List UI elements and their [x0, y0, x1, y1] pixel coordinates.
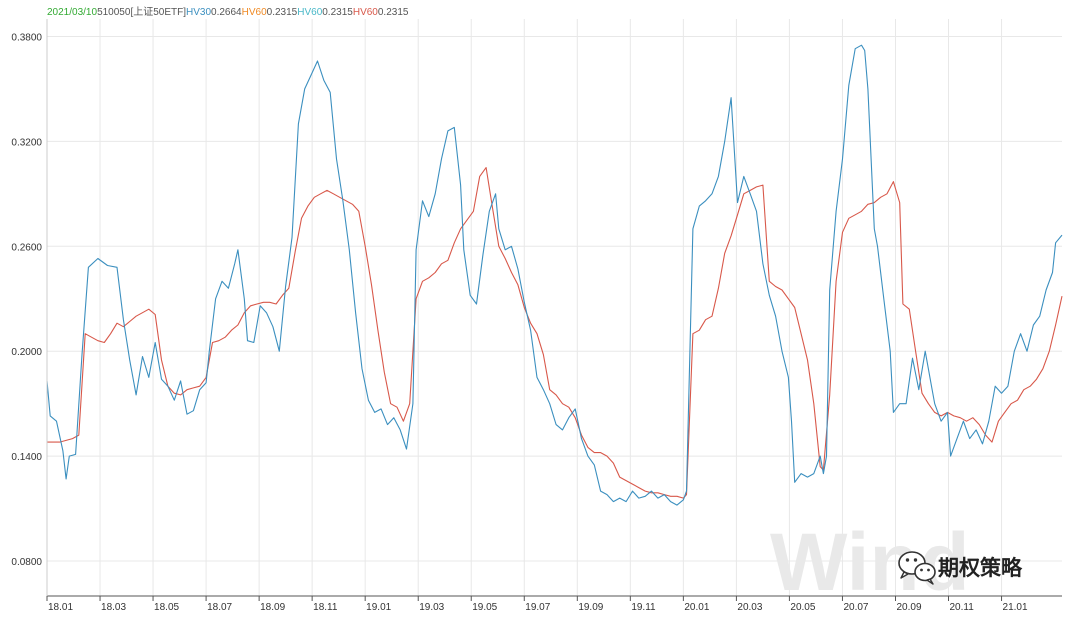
- x-tick-label: 20.03: [737, 602, 762, 613]
- x-tick-label: 18.03: [101, 602, 126, 613]
- brand-text: 期权策略: [938, 556, 1023, 580]
- legend-item-label-0: HV30: [186, 7, 211, 18]
- legend-name: [上证50ETF]: [130, 6, 186, 18]
- x-tick-label: 20.05: [790, 602, 815, 613]
- x-tick-label: 19.09: [578, 602, 603, 613]
- legend-item-value-1: 0.2315: [267, 7, 298, 18]
- x-tick-label: 18.07: [207, 602, 232, 613]
- axis-layer: [46, 19, 1062, 601]
- x-tick-label: 20.07: [843, 602, 868, 613]
- y-tick-label: 0.1400: [11, 452, 42, 463]
- series-line-hv60: [47, 167, 1063, 499]
- legend-item-label-2: HV60: [297, 7, 322, 18]
- legend-item-label-1: HV60: [242, 7, 267, 18]
- x-tick-label: 18.09: [260, 602, 285, 613]
- svg-text:2021/03/10510050[上证50ETF]HV300: 2021/03/10510050[上证50ETF]HV300.2664HV600…: [47, 6, 409, 18]
- y-tick-label: 0.2000: [11, 347, 42, 358]
- y-tick-label: 0.2600: [11, 242, 42, 253]
- legend-item-label-3: HV60: [353, 7, 378, 18]
- watermark-text: Wind: [770, 517, 970, 608]
- x-tick-label: 18.05: [154, 602, 179, 613]
- legend-item-value-3: 0.2315: [378, 7, 409, 18]
- legend-code: 510050: [97, 7, 131, 18]
- x-tick-label: 19.01: [366, 602, 391, 613]
- x-tick-label: 18.11: [313, 602, 338, 613]
- legend-item-value-2: 0.2315: [322, 7, 353, 18]
- series-line-hv30: [46, 44, 1063, 506]
- x-tick-label: 21.01: [1003, 602, 1028, 613]
- series-layer: [46, 44, 1063, 506]
- wechat-icon: [898, 551, 936, 585]
- y-tick-label: 0.0800: [11, 557, 42, 568]
- x-tick-label: 19.11: [631, 602, 656, 613]
- x-tick-label: 18.01: [48, 602, 73, 613]
- brand-badge: 期权策略: [898, 551, 1023, 585]
- x-tick-label: 20.01: [684, 602, 709, 613]
- x-tick-label: 19.05: [472, 602, 497, 613]
- x-tick-label: 19.03: [419, 602, 444, 613]
- legend: 2021/03/10510050[上证50ETF]HV300.2664HV600…: [47, 6, 409, 18]
- legend-item-value-0: 0.2664: [211, 7, 242, 18]
- legend-date: 2021/03/10: [47, 7, 97, 18]
- y-tick-labels: 0.0800 0.1400 0.2000 0.2600 0.3200 0.3800: [11, 32, 42, 568]
- x-tick-label: 20.11: [950, 602, 975, 613]
- y-tick-label: 0.3800: [11, 32, 42, 43]
- y-tick-label: 0.3200: [11, 137, 42, 148]
- x-tick-label: 19.07: [525, 602, 550, 613]
- x-tick-labels: 18.01 18.03 18.05 18.07 18.09 18.11 19.01 19.03…: [48, 602, 1028, 613]
- x-tick-label: 20.09: [896, 602, 921, 613]
